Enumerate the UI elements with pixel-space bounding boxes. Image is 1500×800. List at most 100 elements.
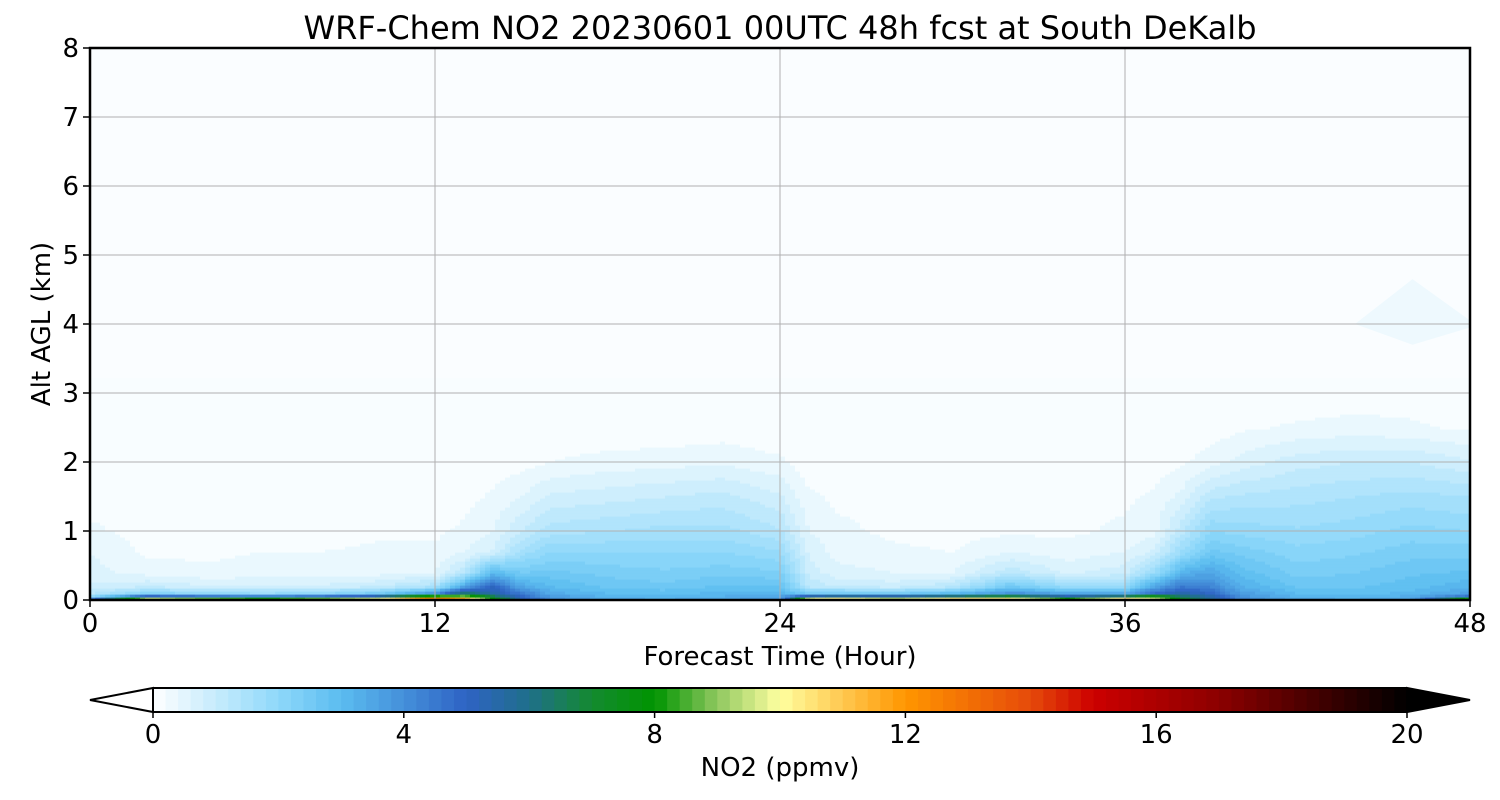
contour-cell: [90, 552, 141, 556]
contour-cell: [600, 450, 766, 454]
contour-cell: [90, 477, 506, 481]
contour-cell: [1210, 477, 1261, 481]
contour-cell: [1180, 555, 1191, 559]
contour-cell: [555, 585, 601, 589]
colorbar-bin: [980, 688, 994, 712]
contour-cell: [90, 450, 601, 454]
contour-cell: [800, 564, 806, 568]
contour-cell: [90, 585, 136, 589]
contour-cell: [1175, 582, 1216, 586]
contour-cell: [90, 570, 116, 574]
contour-cell: [735, 510, 781, 514]
contour-cell: [500, 564, 531, 568]
contour-cell: [1135, 588, 1141, 592]
contour-cell: [740, 480, 786, 484]
contour-cell: [1210, 540, 1221, 544]
contour-cell: [785, 561, 796, 565]
contour-cell: [780, 453, 1196, 457]
contour-cell: [775, 507, 791, 511]
contour-cell: [785, 501, 801, 505]
colorbar-bin: [240, 688, 254, 712]
contour-cell: [485, 567, 491, 571]
contour-cell: [1290, 486, 1471, 490]
contour-cell: [970, 582, 986, 586]
contour-cell: [1215, 555, 1246, 559]
colorbar-bin: [1168, 688, 1182, 712]
contour-cell: [805, 585, 811, 589]
contour-cell: [1420, 462, 1471, 466]
contour-cell: [1215, 486, 1291, 490]
contour-cell: [1165, 474, 1196, 478]
contour-cell: [90, 591, 96, 595]
contour-cell: [235, 555, 451, 559]
contour-cell: [1180, 558, 1191, 562]
contour-cell: [805, 537, 821, 541]
contour-cell: [465, 561, 476, 565]
contour-cell: [1270, 426, 1441, 430]
contour-cell: [730, 564, 786, 568]
colorbar-bin: [1193, 688, 1207, 712]
contour-cell: [795, 465, 1181, 469]
contour-cell: [490, 570, 506, 574]
contour-cell: [810, 486, 1156, 490]
contour-cell: [1450, 588, 1471, 592]
contour-cell: [795, 579, 801, 583]
contour-cell: [90, 498, 481, 502]
contour-cell: [1130, 546, 1156, 550]
contour-cell: [90, 564, 106, 568]
contour-cell: [90, 588, 116, 592]
contour-cell: [1160, 585, 1166, 589]
contour-cell: [520, 471, 596, 475]
contour-cell: [1175, 549, 1181, 553]
contour-cell: [1230, 483, 1311, 487]
contour-cell: [1185, 483, 1201, 487]
colorbar-bin: [842, 688, 856, 712]
contour-cell: [530, 543, 546, 547]
contour-cell: [1180, 507, 1191, 511]
contour-cell: [790, 486, 811, 490]
contour-cell: [1365, 585, 1431, 589]
contour-cell: [495, 543, 506, 547]
contour-cell: [670, 567, 761, 571]
contour-cell: [1255, 558, 1291, 562]
contour-cell: [1185, 567, 1206, 571]
contour-cell: [425, 588, 436, 592]
contour-cell: [510, 528, 526, 532]
contour-cell: [780, 561, 786, 565]
contour-cell: [90, 567, 111, 571]
contour-cell: [1110, 594, 1126, 598]
contour-cell: [855, 564, 961, 568]
contour-cell: [820, 567, 876, 571]
contour-cell: [805, 549, 826, 553]
contour-cell: [90, 468, 526, 472]
x-tick-label: 12: [418, 609, 451, 639]
contour-cell: [485, 582, 491, 586]
y-tick-label: 0: [62, 586, 79, 616]
contour-cell: [1030, 561, 1126, 565]
contour-cell: [1000, 534, 1036, 538]
contour-cell: [525, 510, 546, 514]
contour-cell: [985, 582, 996, 586]
contour-cell: [860, 594, 911, 598]
contour-cell: [470, 510, 501, 514]
contour-cell: [1100, 525, 1161, 529]
contour-cell: [540, 537, 776, 541]
contour-cell: [1215, 588, 1221, 592]
contour-cell: [470, 576, 476, 580]
contour-cell: [790, 594, 796, 598]
contour-cell: [480, 579, 486, 583]
contour-cell: [565, 456, 786, 460]
contour-cell: [90, 504, 476, 508]
colorbar-tick-label: 20: [1390, 720, 1423, 750]
contour-cell: [1235, 543, 1296, 547]
contour-cell: [335, 591, 366, 595]
contour-cell: [835, 576, 951, 580]
contour-cell: [1380, 582, 1446, 586]
contour-cell: [800, 561, 806, 565]
y-tick-label: 8: [62, 34, 79, 64]
contour-cell: [810, 525, 861, 529]
contour-cell: [90, 516, 466, 520]
contour-cell: [810, 576, 836, 580]
contour-cell: [1190, 510, 1201, 514]
contour-cell: [965, 594, 986, 598]
